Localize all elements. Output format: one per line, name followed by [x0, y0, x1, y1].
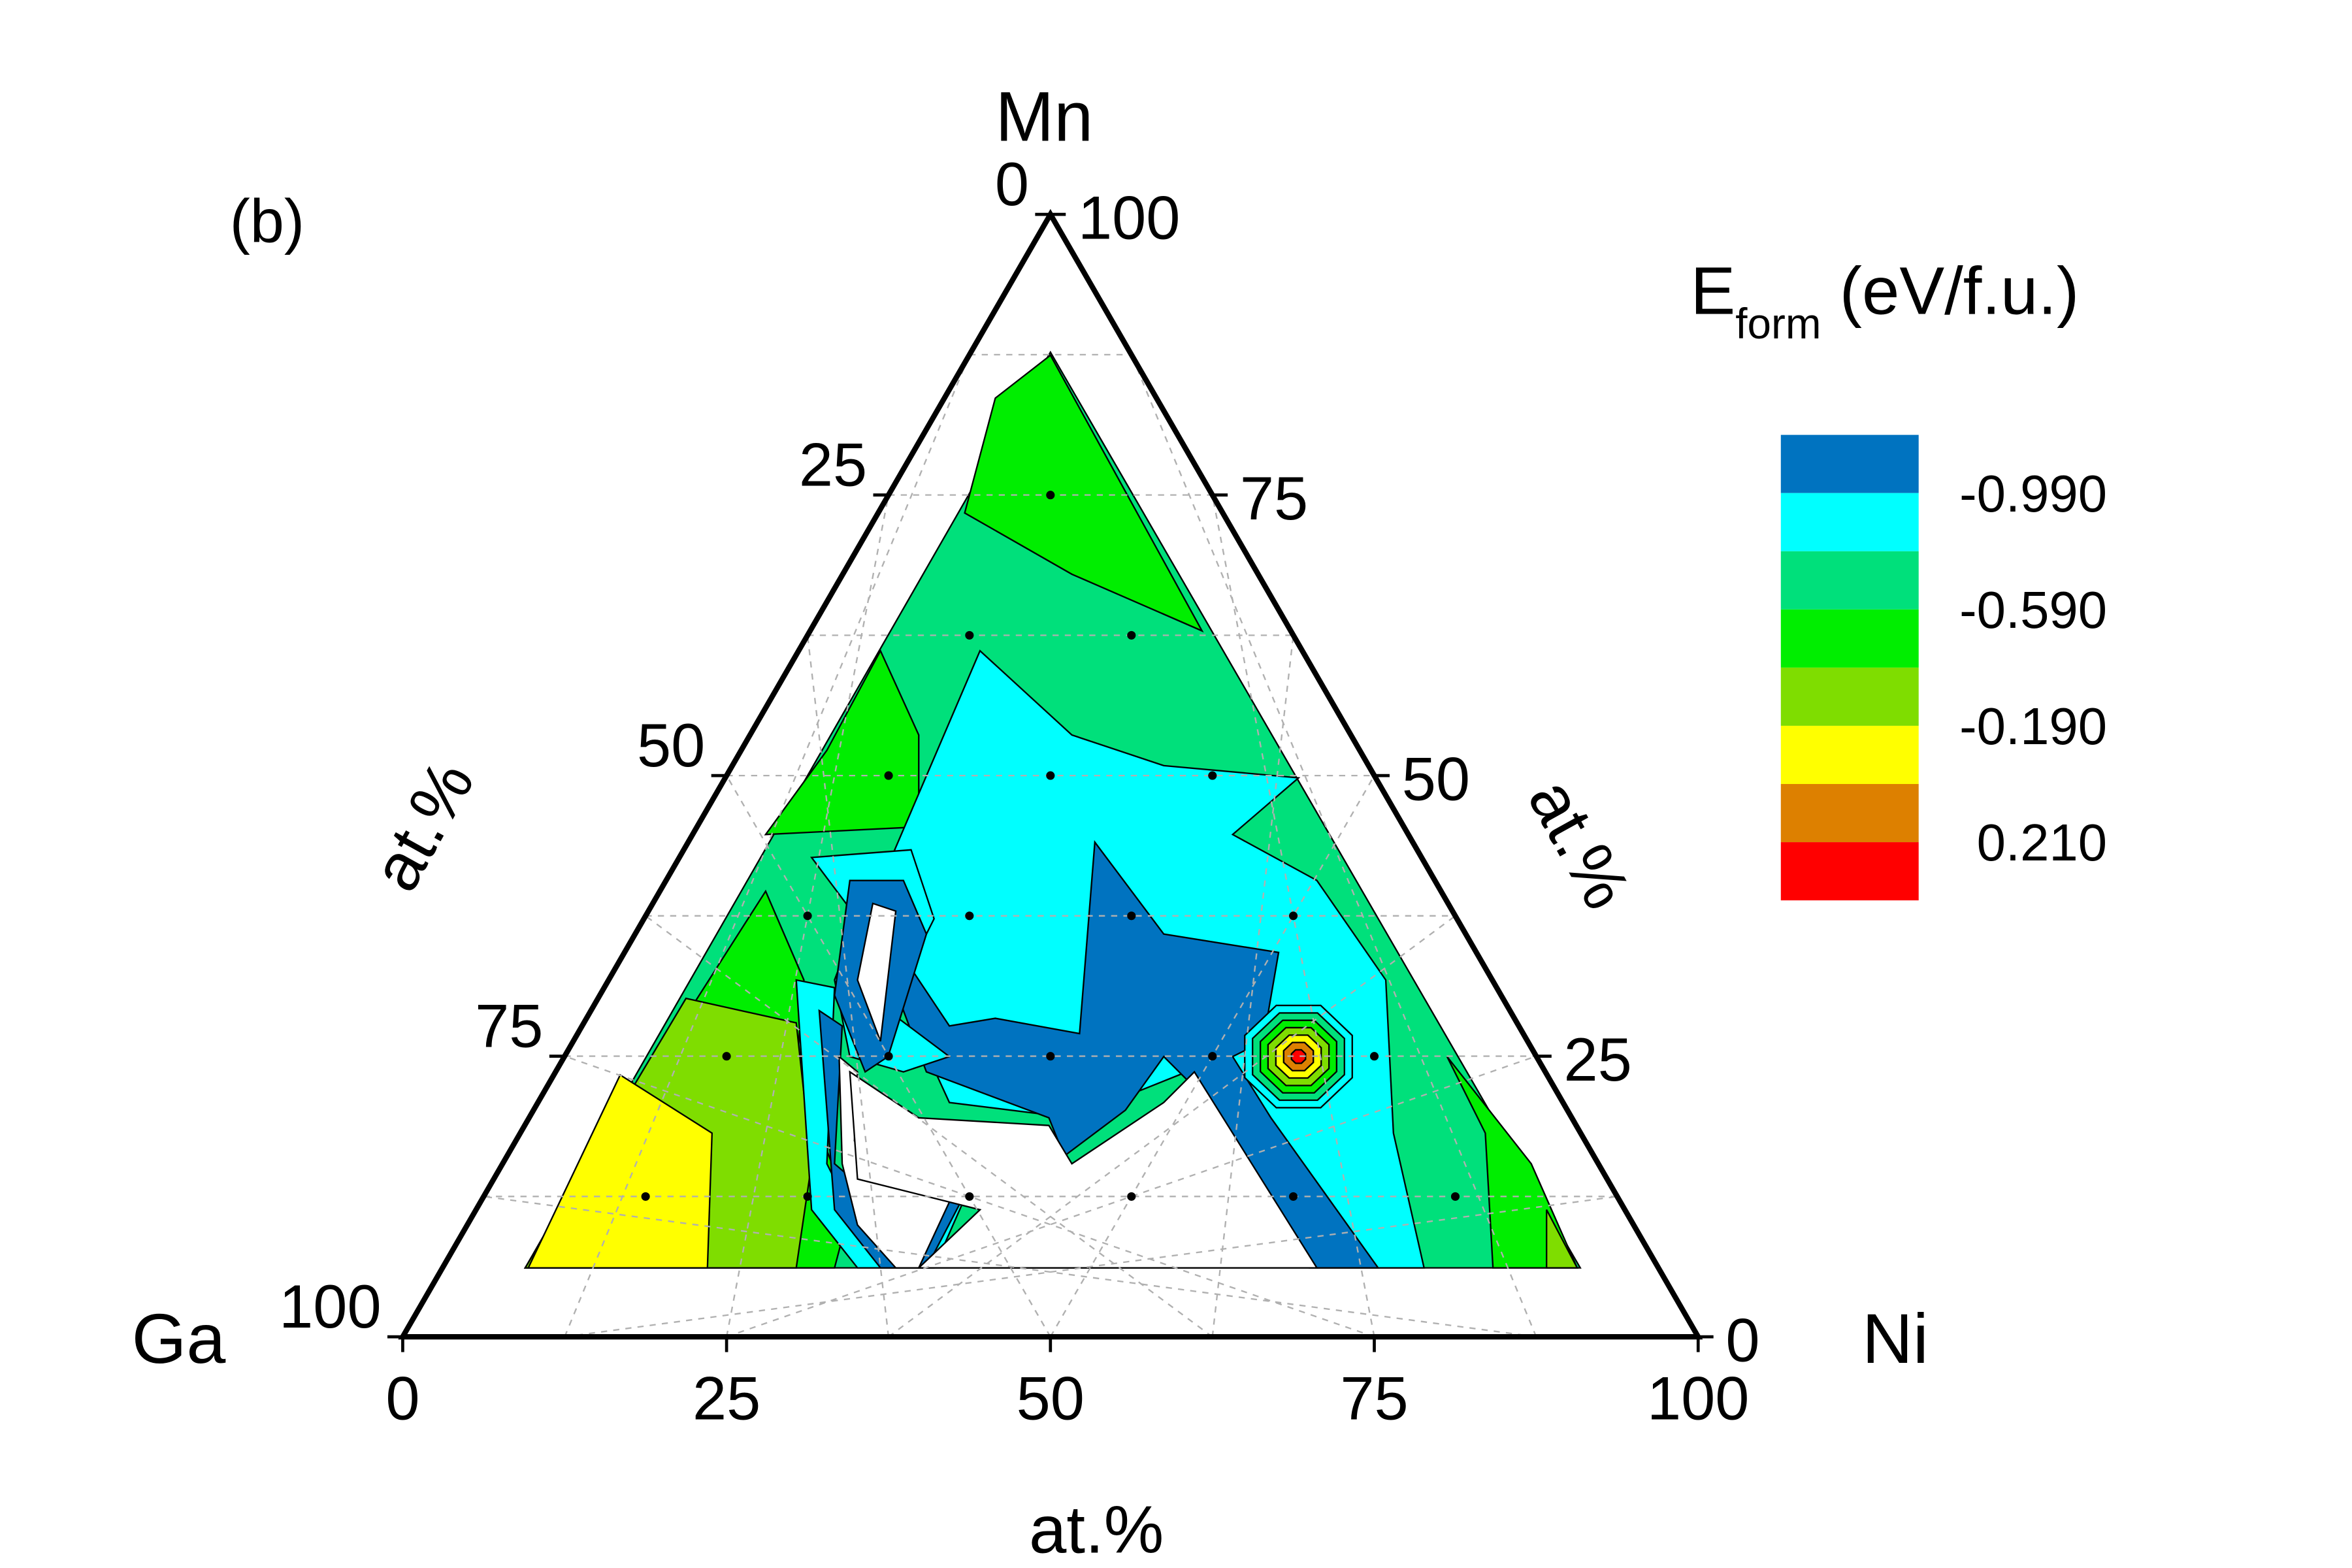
panel-label: (b): [230, 186, 305, 255]
colorbar-band-3: [1780, 609, 1919, 668]
colorbar-title-main: E: [1691, 253, 1736, 328]
tick-label-bottom: 75: [1340, 1364, 1408, 1433]
grid-line: [1211, 495, 1375, 1337]
tick-label-left: 100: [279, 1272, 381, 1341]
sample-point: [803, 911, 812, 921]
tick-label-left: 75: [475, 992, 543, 1060]
sample-point: [1127, 1192, 1136, 1201]
tick-label-left: 50: [637, 711, 705, 779]
sample-point: [1127, 630, 1136, 640]
tick-label-bottom: 0: [385, 1364, 419, 1433]
grid-line: [806, 635, 890, 1337]
region-yellow: [527, 1073, 713, 1269]
sample-point: [965, 911, 974, 921]
sample-point: [965, 1192, 974, 1201]
sample-point: [1288, 911, 1298, 921]
grid-line: [564, 1196, 1618, 1338]
sample-point: [884, 771, 893, 780]
contour-regions: [523, 350, 1582, 1269]
colorbar-band-7: [1780, 842, 1919, 901]
region-white-center: [849, 1070, 1318, 1269]
colorbar-label: -0.590: [1959, 581, 2107, 639]
tick-label-right: 75: [1240, 464, 1308, 532]
tick-label-left: 25: [799, 431, 867, 499]
grid-line: [726, 1055, 1537, 1338]
tick-labels: 0 0 0 25 25 25 50 50 50 75 75 75 100 100 100: [279, 150, 1759, 1433]
colorbar-band-5: [1780, 725, 1919, 784]
sample-point: [965, 630, 974, 640]
sample-point: [1288, 1192, 1298, 1201]
sample-point: [1208, 1052, 1217, 1061]
colorbar-label: 0.210: [1977, 813, 2107, 872]
colorbar-title-sub: form: [1735, 300, 1821, 348]
colorbar-title-unit: (eV/f.u.): [1840, 253, 2080, 328]
region-white-hole-left: [857, 902, 897, 1042]
tick-label-right: 100: [1078, 184, 1180, 252]
region-green-top: [964, 353, 1204, 633]
tick-label-right: 50: [1402, 745, 1470, 813]
vertex-label-ni: Ni: [1862, 1299, 1929, 1378]
colorbar-band-2: [1780, 551, 1919, 610]
colorbar-band-1: [1780, 493, 1919, 551]
colorbar: -0.990 -0.590 -0.190 0.210: [1780, 434, 2107, 901]
tick-label-left: 0: [995, 150, 1029, 218]
sample-point: [1369, 1052, 1379, 1061]
grid-line: [645, 915, 1213, 1338]
grid-line: [1130, 354, 1537, 1337]
axis-label-left: at.%: [357, 749, 489, 903]
sample-point: [641, 1192, 650, 1201]
triangle-frame: [387, 208, 1714, 1352]
vertex-label-ga: Ga: [132, 1299, 226, 1378]
colorbar-label: -0.190: [1959, 697, 2107, 755]
colorbar-band-6: [1780, 784, 1919, 843]
hotspot-contour-6: [1290, 1049, 1307, 1064]
sample-point: [1127, 911, 1136, 921]
tick-label-bottom: 25: [693, 1364, 760, 1433]
vertex-label-mn: Mn: [995, 77, 1093, 156]
sample-points: [641, 491, 1460, 1201]
grid-line: [888, 915, 1456, 1338]
region-green-right: [1446, 1056, 1578, 1269]
tick-label-right: 0: [1725, 1306, 1759, 1375]
tick-label-bottom: 100: [1647, 1364, 1749, 1433]
region-green-left: [764, 649, 920, 836]
grid-line: [1211, 635, 1294, 1337]
grid-line: [483, 1196, 1537, 1338]
grid-line: [564, 1055, 1375, 1338]
sample-point: [1208, 771, 1217, 780]
axis-label-right: at.%: [1514, 767, 1645, 921]
sample-point: [1450, 1192, 1460, 1201]
sample-point: [884, 1052, 893, 1061]
colorbar-label: -0.990: [1959, 465, 2107, 523]
axis-label-bottom: at.%: [1029, 1492, 1164, 1567]
colorbar-band-4: [1780, 667, 1919, 726]
region-lime-corner: [1546, 1209, 1579, 1269]
sample-point: [1046, 491, 1055, 500]
sample-point: [1046, 771, 1055, 780]
sample-point: [803, 1192, 812, 1201]
colorbar-band-0: [1780, 434, 1919, 493]
tick-label-bottom: 50: [1017, 1364, 1085, 1433]
sample-point: [1046, 1052, 1055, 1061]
tick-label-right: 25: [1564, 1025, 1632, 1094]
colorbar-title: Eform (eV/f.u.): [1691, 253, 2080, 347]
sample-point: [722, 1052, 731, 1061]
